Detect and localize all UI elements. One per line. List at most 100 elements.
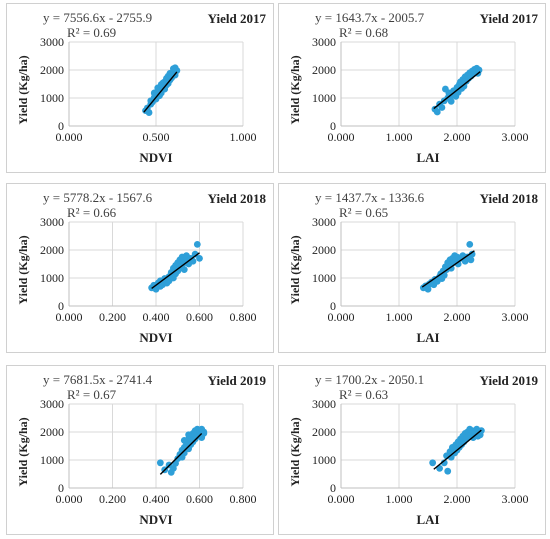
x-axis-label: LAI bbox=[416, 150, 439, 165]
data-point bbox=[200, 428, 208, 436]
y-tick-label: 2000 bbox=[40, 63, 64, 77]
data-point bbox=[185, 431, 193, 439]
y-tick-label: 3000 bbox=[40, 215, 64, 229]
y-tick-label: 0 bbox=[330, 119, 336, 133]
x-tick-label: 0.500 bbox=[143, 130, 170, 144]
data-point bbox=[454, 260, 462, 268]
x-tick-label: 1.000 bbox=[386, 492, 413, 506]
data-point bbox=[467, 256, 475, 264]
y-tick-label: 0 bbox=[330, 299, 336, 313]
trendline bbox=[143, 71, 178, 113]
x-tick-label: 2.000 bbox=[444, 310, 471, 324]
y-tick-label: 0 bbox=[58, 481, 64, 495]
x-tick-label: 0.400 bbox=[143, 492, 170, 506]
x-axis-label: LAI bbox=[416, 330, 439, 345]
x-tick-label: 0.000 bbox=[56, 310, 83, 324]
y-tick-label: 3000 bbox=[40, 397, 64, 411]
data-point bbox=[180, 266, 188, 273]
y-tick-label: 1000 bbox=[40, 91, 64, 105]
chart-panel-ndvi-2018: 0 1000 2000 3000 0.000 0.200 0.400 0.600 0.800 ND… bbox=[6, 183, 274, 353]
chart-panel-lai-2017: 0 1000 2000 3000 0.000 1.000 2.000 3.000 LAI Yiel… bbox=[278, 3, 546, 173]
x-tick-label: 3.000 bbox=[502, 130, 529, 144]
data-point bbox=[429, 459, 437, 467]
y-axis-label: Yield (Kg/ha) bbox=[16, 55, 30, 124]
x-tick-label: 1.000 bbox=[386, 130, 413, 144]
x-tick-label: 0.200 bbox=[99, 492, 126, 506]
trendline-equation: y = 1700.2x - 2050.1 bbox=[315, 372, 424, 387]
r-squared-label: R² = 0.67 bbox=[67, 387, 117, 402]
x-axis-label: LAI bbox=[416, 512, 439, 527]
y-axis-label: Yield (Kg/ha) bbox=[288, 417, 302, 486]
x-tick-label: 0.400 bbox=[143, 310, 170, 324]
trendline bbox=[433, 71, 481, 110]
data-point bbox=[438, 104, 446, 111]
y-tick-label: 3000 bbox=[40, 35, 64, 49]
data-point bbox=[440, 459, 448, 467]
x-tick-label: 0.000 bbox=[328, 130, 355, 144]
x-tick-label: 3.000 bbox=[502, 310, 529, 324]
x-tick-label: 0.000 bbox=[56, 130, 83, 144]
y-tick-label: 1000 bbox=[40, 453, 64, 467]
data-point bbox=[433, 108, 441, 116]
chart-panel-ndvi-2017: 0 1000 2000 3000 0.000 0.500 1.000 NDVI Yield (K… bbox=[6, 3, 274, 173]
y-tick-label: 1000 bbox=[312, 271, 336, 285]
y-tick-label: 2000 bbox=[312, 425, 336, 439]
data-point bbox=[196, 255, 203, 262]
chart-svg: 0 1000 2000 3000 0.000 0.200 0.400 0.600 0.800 ND… bbox=[16, 190, 266, 345]
x-tick-label: 0.000 bbox=[56, 492, 83, 506]
r-squared-label: R² = 0.65 bbox=[339, 205, 388, 220]
r-squared-label: R² = 0.69 bbox=[67, 25, 116, 40]
x-tick-label: 0.600 bbox=[186, 310, 213, 324]
chart-panel-lai-2018: 0 1000 2000 3000 0.000 1.000 2.000 3.000 LAI Yiel… bbox=[278, 183, 546, 353]
chart-svg: 0 1000 2000 3000 0.000 0.200 0.400 0.600 0.800 ND… bbox=[16, 372, 266, 527]
chart-title: Yield 2017 bbox=[480, 11, 539, 26]
x-tick-label: 0.000 bbox=[328, 492, 355, 506]
trendline bbox=[159, 433, 203, 475]
x-tick-label: 0.800 bbox=[230, 310, 257, 324]
x-tick-label: 0.600 bbox=[186, 492, 213, 506]
data-point bbox=[193, 241, 201, 248]
y-tick-label: 1000 bbox=[312, 453, 336, 467]
r-squared-label: R² = 0.66 bbox=[67, 205, 117, 220]
chart-panel-lai-2019: 0 1000 2000 3000 0.000 1.000 2.000 3.000 LAI Yiel… bbox=[278, 365, 546, 535]
data-point bbox=[191, 250, 199, 258]
x-axis-label: NDVI bbox=[139, 330, 172, 345]
y-tick-label: 1000 bbox=[312, 91, 336, 105]
data-point bbox=[466, 241, 474, 248]
x-tick-label: 2.000 bbox=[444, 492, 471, 506]
x-tick-label: 3.000 bbox=[502, 492, 529, 506]
x-tick-label: 0.200 bbox=[99, 310, 126, 324]
x-tick-label: 0.800 bbox=[230, 492, 257, 506]
y-tick-label: 2000 bbox=[40, 425, 64, 439]
chart-svg: 0 1000 2000 3000 0.000 1.000 2.000 3.000 LAI Yiel… bbox=[288, 190, 539, 345]
trendline bbox=[433, 429, 482, 470]
data-point bbox=[145, 109, 153, 116]
y-tick-label: 3000 bbox=[312, 215, 336, 229]
x-axis-label: NDVI bbox=[139, 512, 172, 527]
r-squared-label: R² = 0.63 bbox=[339, 387, 388, 402]
data-point bbox=[180, 437, 188, 444]
data-point bbox=[156, 459, 164, 467]
y-tick-label: 0 bbox=[58, 119, 64, 133]
trendline bbox=[151, 252, 200, 289]
trendline-equation: y = 7556.6x - 2755.9 bbox=[43, 10, 152, 25]
y-tick-label: 2000 bbox=[312, 243, 336, 257]
y-tick-label: 2000 bbox=[40, 243, 64, 257]
data-point bbox=[173, 67, 181, 74]
x-tick-label: 2.000 bbox=[444, 130, 471, 144]
chart-svg: 0 1000 2000 3000 0.000 1.000 2.000 3.000 LAI Yiel… bbox=[288, 10, 539, 165]
chart-title: Yield 2017 bbox=[208, 11, 267, 26]
data-point bbox=[180, 449, 188, 457]
data-point bbox=[475, 66, 483, 74]
chart-svg: 0 1000 2000 3000 0.000 1.000 2.000 3.000 LAI Yiel… bbox=[288, 372, 539, 527]
y-tick-label: 0 bbox=[330, 481, 336, 495]
trendline-equation: y = 1643.7x - 2005.7 bbox=[315, 10, 425, 25]
chart-title: Yield 2019 bbox=[480, 373, 539, 388]
y-axis-label: Yield (Kg/ha) bbox=[16, 417, 30, 486]
y-axis-label: Yield (Kg/ha) bbox=[288, 235, 302, 304]
y-tick-label: 2000 bbox=[312, 63, 336, 77]
x-tick-label: 1.000 bbox=[230, 130, 257, 144]
y-tick-label: 3000 bbox=[312, 397, 336, 411]
chart-svg: 0 1000 2000 3000 0.000 0.500 1.000 NDVI Yield (K… bbox=[16, 10, 267, 165]
chart-title: Yield 2018 bbox=[480, 191, 539, 206]
